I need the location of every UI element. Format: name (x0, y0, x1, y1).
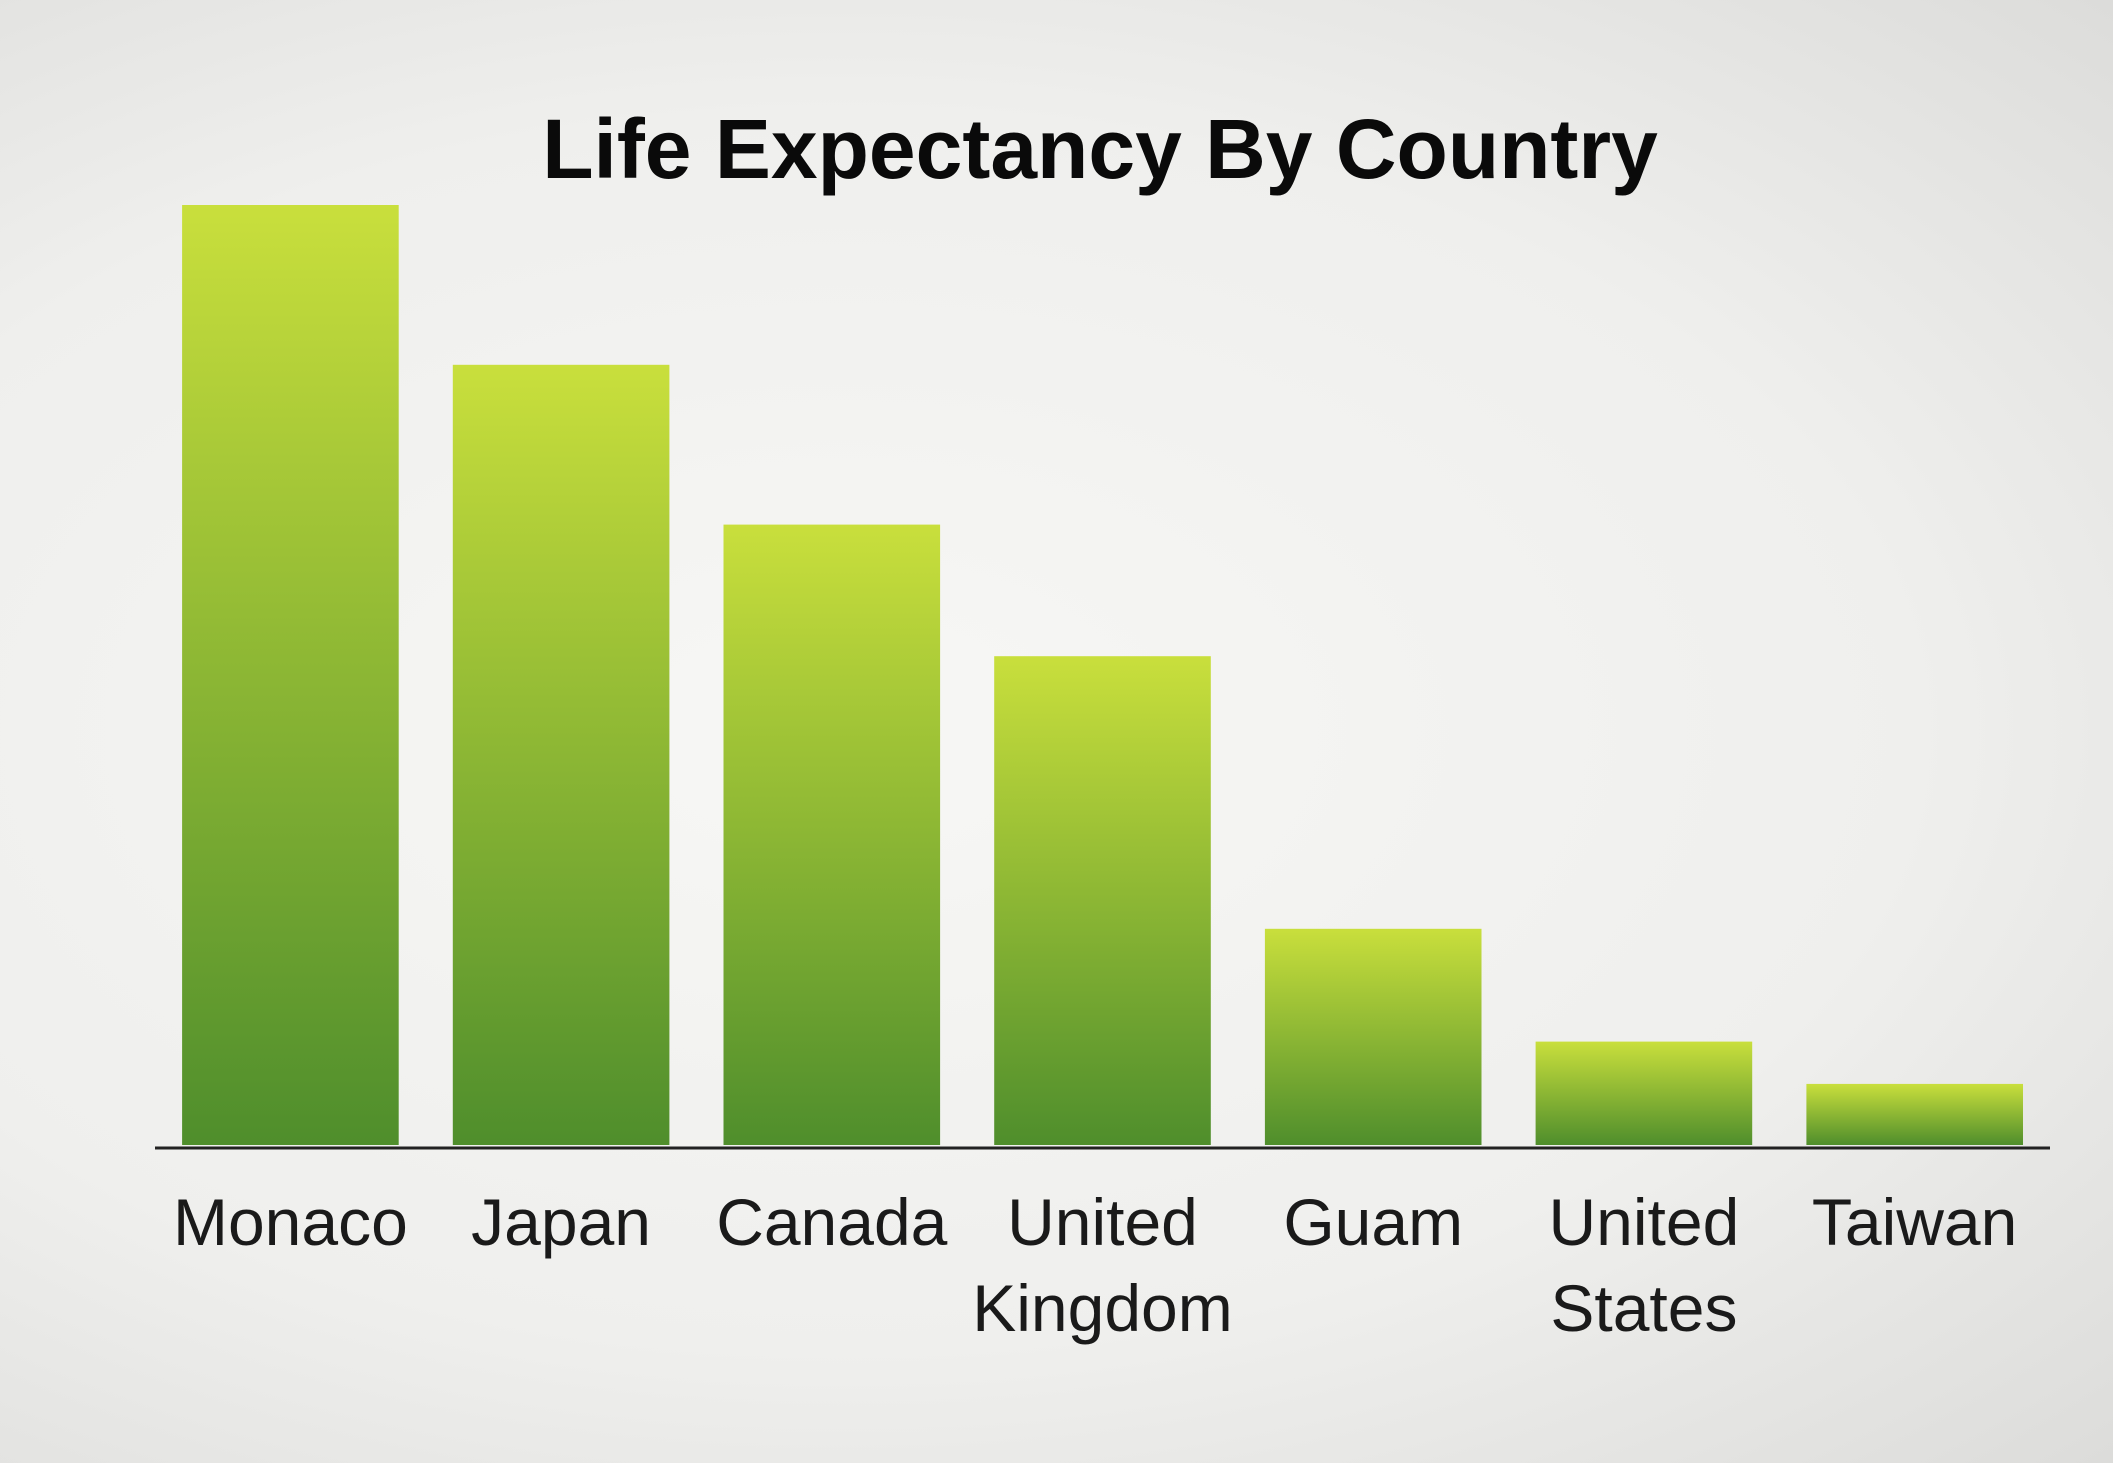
category-label: United (1549, 1185, 1740, 1259)
category-label: Monaco (173, 1185, 408, 1259)
category-label: Kingdom (972, 1271, 1233, 1345)
category-label: Guam (1283, 1185, 1463, 1259)
bar (1265, 929, 1482, 1145)
bar (182, 205, 399, 1145)
bar (453, 365, 670, 1145)
bar (994, 656, 1211, 1145)
bars-group (182, 205, 2023, 1145)
category-label: United (1007, 1185, 1198, 1259)
category-label: Taiwan (1812, 1185, 2017, 1259)
category-label: Japan (471, 1185, 651, 1259)
category-label: Canada (716, 1185, 947, 1259)
bar (1806, 1084, 2023, 1145)
category-label: States (1550, 1271, 1737, 1345)
bar (724, 525, 941, 1145)
chart-title: Life Expectancy By Country (542, 102, 1658, 196)
bar (1536, 1042, 1753, 1145)
category-labels-group: Monaco Japan Canada United Kingdom Guam United… (173, 1185, 2017, 1345)
